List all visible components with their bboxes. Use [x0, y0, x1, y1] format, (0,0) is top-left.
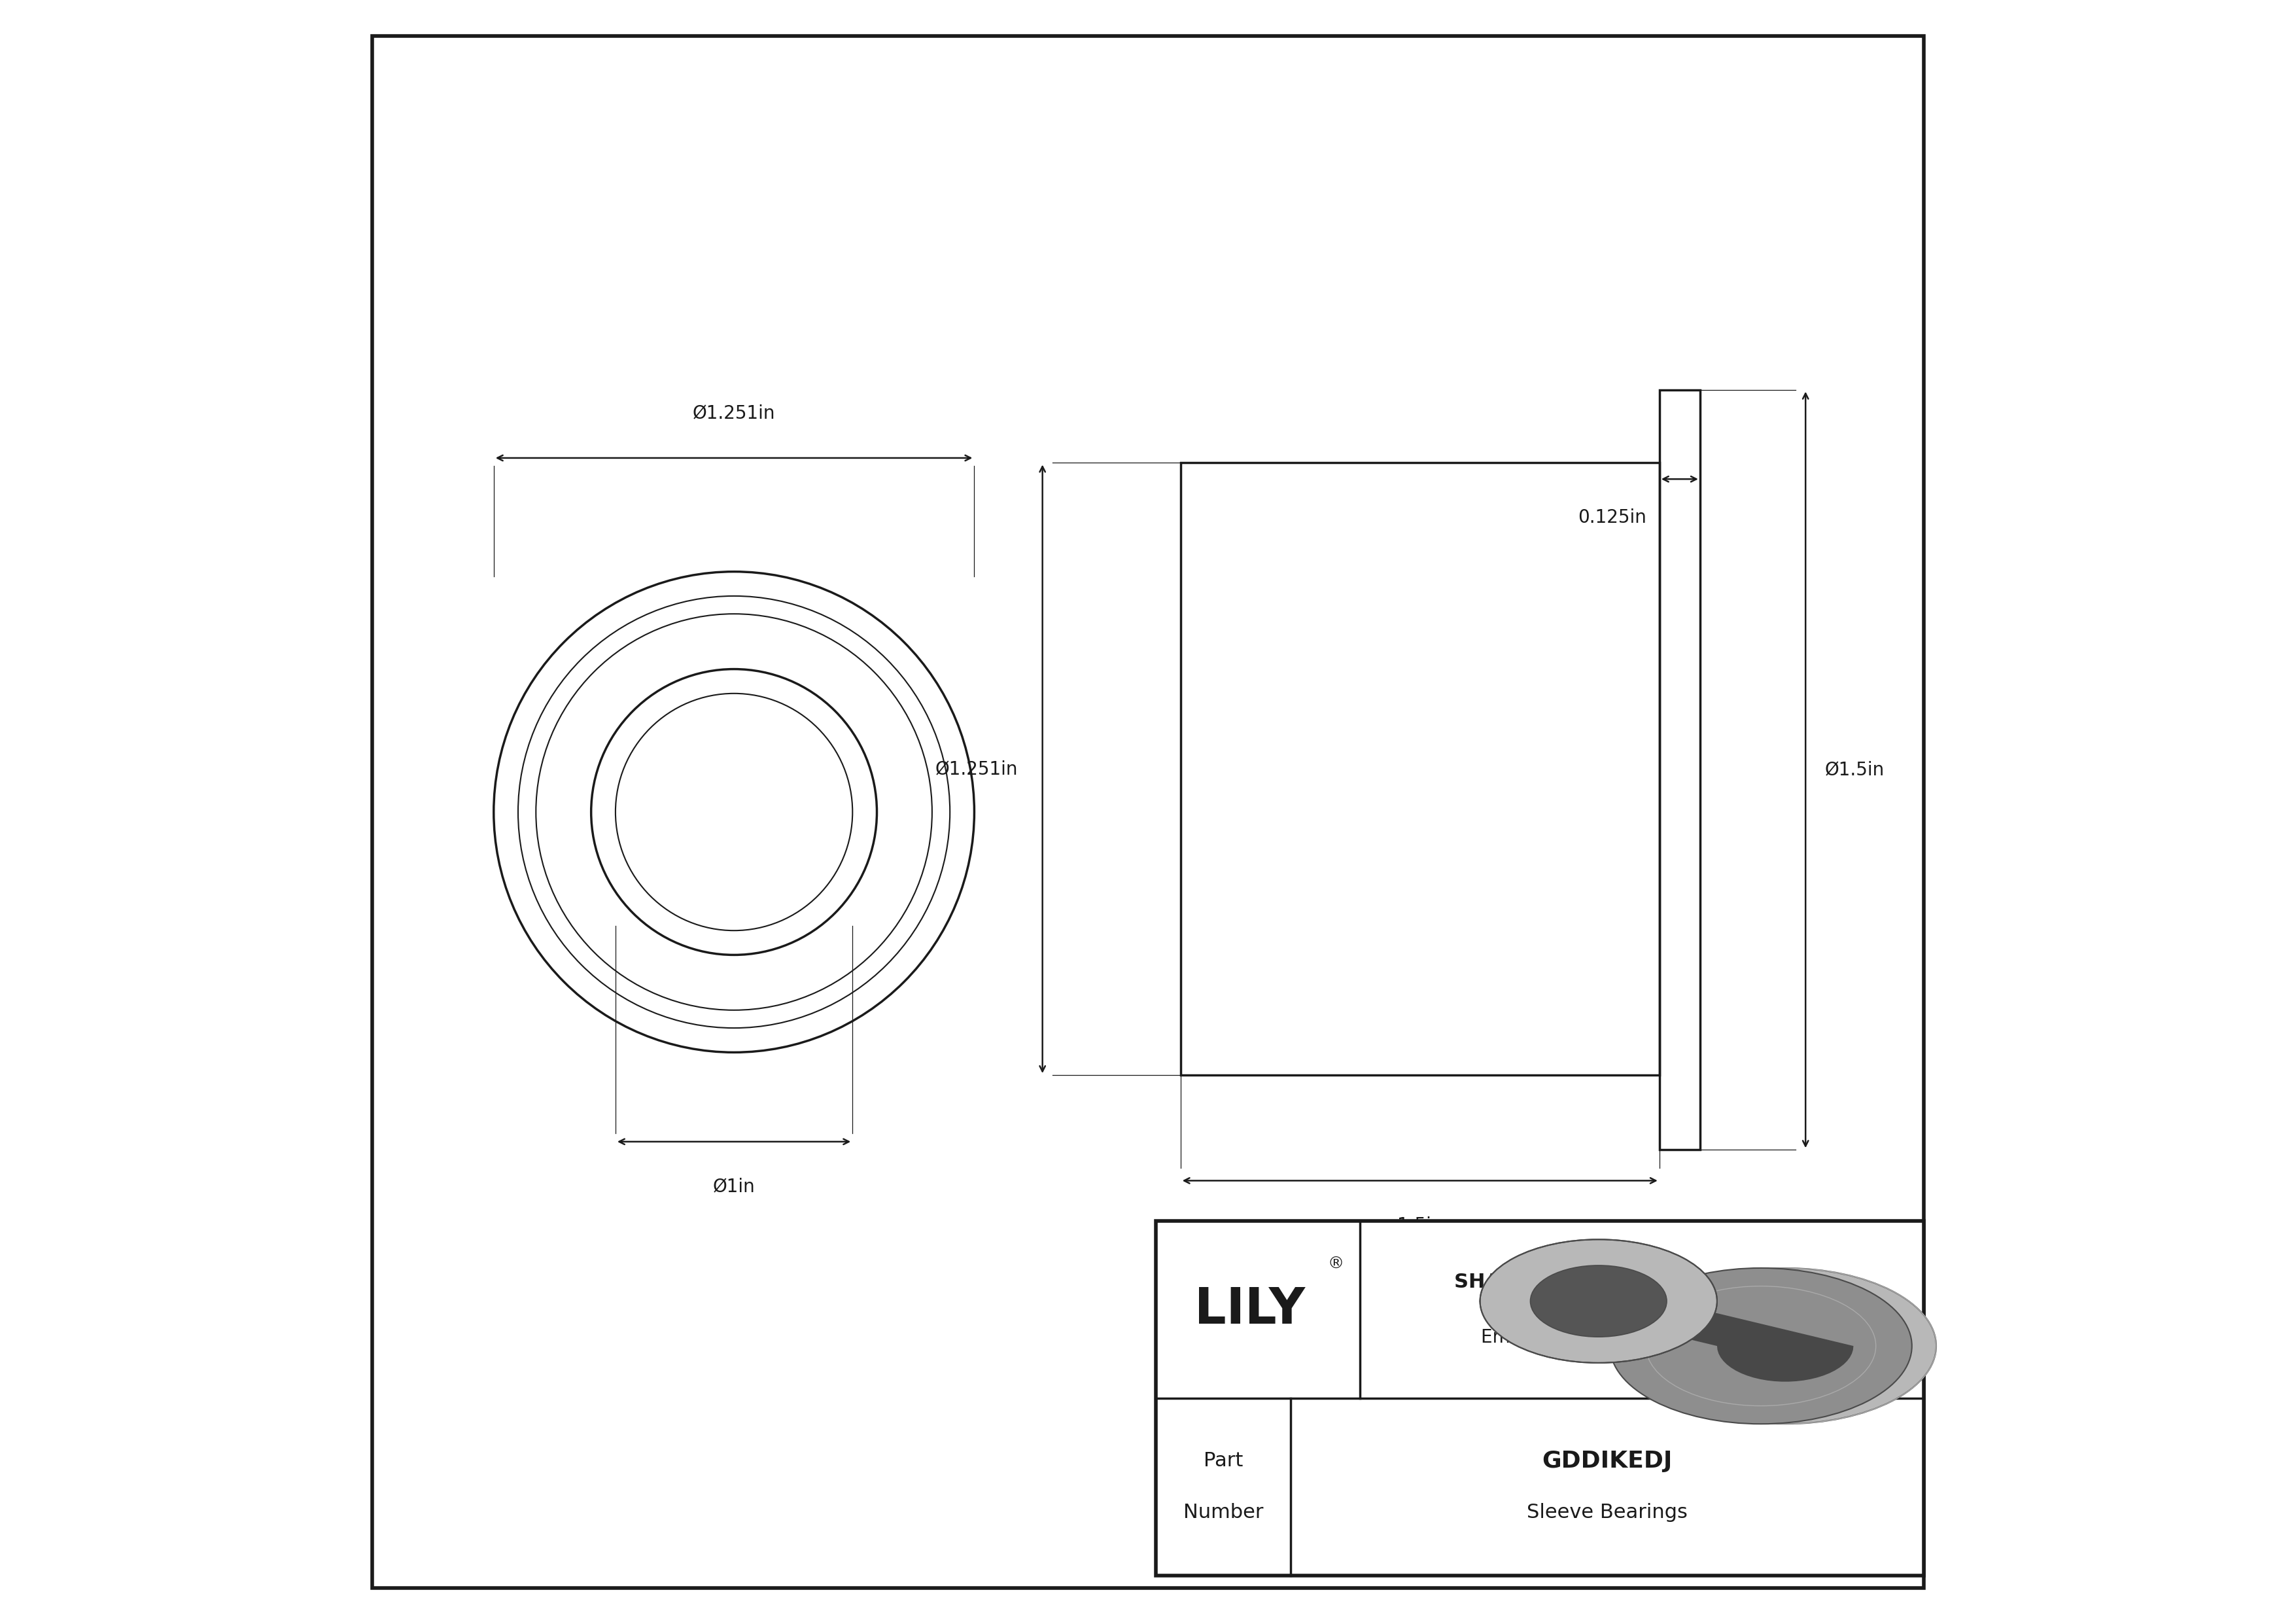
Bar — [1660, 390, 1699, 1150]
Ellipse shape — [1669, 1286, 1901, 1406]
Polygon shape — [1531, 1301, 1853, 1382]
Text: Sleeve Bearings: Sleeve Bearings — [1527, 1504, 1688, 1522]
Bar — [1180, 463, 1660, 1075]
Ellipse shape — [1635, 1268, 1936, 1424]
Ellipse shape — [1531, 1265, 1667, 1337]
Polygon shape — [1609, 1346, 1936, 1424]
Text: 1.5in: 1.5in — [1398, 1216, 1442, 1234]
Polygon shape — [1481, 1301, 1903, 1408]
Text: ®: ® — [1327, 1257, 1343, 1272]
Polygon shape — [1612, 1259, 1860, 1327]
Text: Ø1.251in: Ø1.251in — [934, 760, 1017, 778]
Text: SHANGHAI LILY BEARING LIMITED: SHANGHAI LILY BEARING LIMITED — [1453, 1273, 1830, 1291]
Text: Ø1.251in: Ø1.251in — [693, 404, 776, 422]
Text: GDDIKEDJ: GDDIKEDJ — [1543, 1450, 1671, 1471]
Polygon shape — [1481, 1239, 1903, 1346]
Bar — [1157, 1221, 1924, 1575]
Ellipse shape — [1481, 1239, 1717, 1363]
Text: LILY: LILY — [1194, 1286, 1304, 1333]
Text: Email: lilybearing@lily-bearing.com: Email: lilybearing@lily-bearing.com — [1481, 1328, 1802, 1346]
Text: Ø1.5in: Ø1.5in — [1825, 760, 1885, 780]
Ellipse shape — [1609, 1268, 1913, 1424]
Text: Number: Number — [1182, 1504, 1263, 1522]
Text: Ø1in: Ø1in — [712, 1177, 755, 1195]
Text: Part: Part — [1203, 1452, 1242, 1470]
Text: 0.125in: 0.125in — [1577, 508, 1646, 526]
